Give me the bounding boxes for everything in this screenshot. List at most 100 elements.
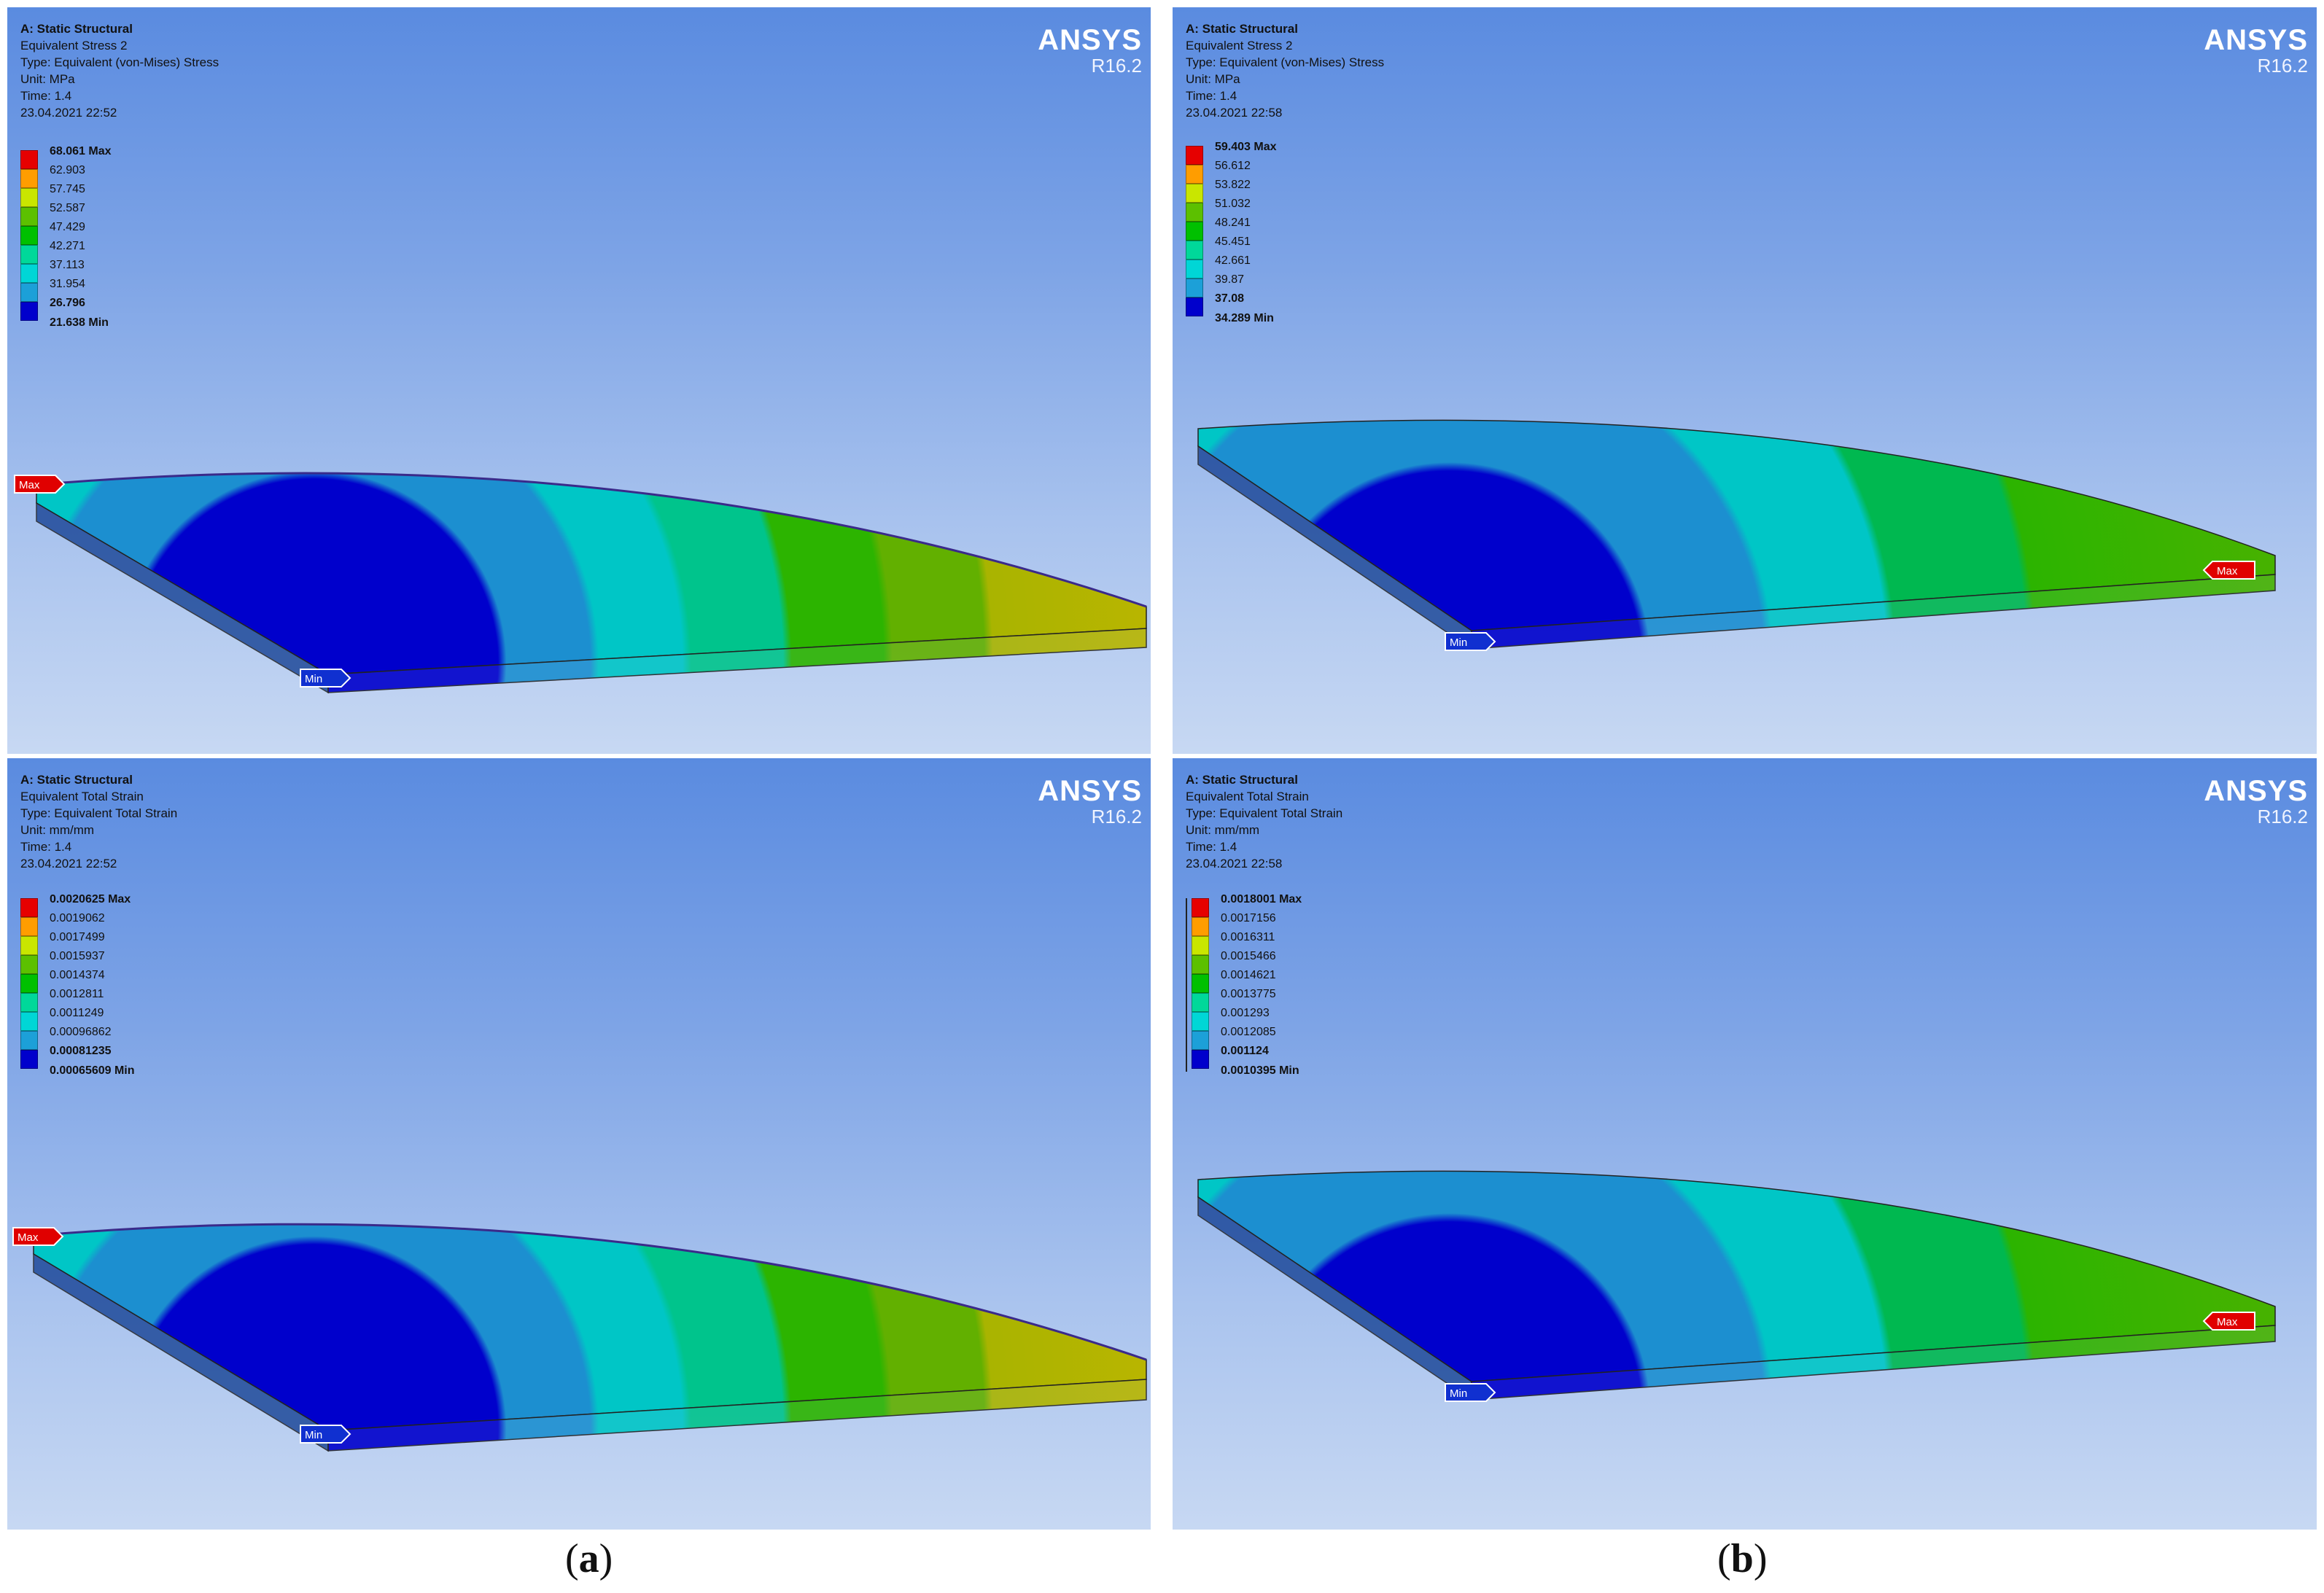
result-viewport-b-strain[interactable]: A: Static Structural Equivalent Total St… [1173, 758, 2317, 1530]
legend-swatch [20, 245, 38, 264]
min-marker[interactable]: Min [299, 668, 365, 690]
legend-swatch [20, 936, 38, 955]
min-marker-label: Min [305, 673, 322, 685]
legend-swatch [20, 1012, 38, 1031]
legend-swatch [20, 207, 38, 226]
legend-swatch [20, 150, 38, 169]
result-name: Equivalent Total Strain [20, 790, 144, 803]
analysis-title: A: Static Structural [1186, 22, 1298, 36]
legend-label: 37.08 [1215, 292, 1245, 305]
max-marker[interactable]: Max [2201, 1311, 2259, 1333]
legend-label: 42.271 [50, 240, 85, 252]
ansys-version: R16.2 [1091, 806, 1142, 827]
legend-label: 42.661 [1215, 254, 1251, 267]
max-marker[interactable]: Max [13, 474, 79, 496]
result-header: A: Static Structural Equivalent Stress 2… [20, 20, 219, 121]
legend-swatch [1186, 165, 1203, 184]
legend-swatch [20, 1050, 38, 1069]
legend-label: 0.0013775 [1221, 988, 1276, 1000]
legend-label: 0.0017499 [50, 931, 105, 943]
legend-label: 0.0014374 [50, 969, 105, 981]
analysis-title: A: Static Structural [1186, 773, 1298, 787]
min-marker-label: Min [1450, 1387, 1467, 1400]
legend-swatch [20, 302, 38, 321]
caption-a: (a) [565, 1536, 613, 1581]
result-header: A: Static Structural Equivalent Stress 2… [1186, 20, 1384, 121]
legend-swatch [1192, 993, 1209, 1012]
legend-label: 31.954 [50, 278, 85, 290]
min-marker[interactable]: Min [1444, 631, 1509, 653]
result-viewport-a-stress[interactable]: A: Static Structural Equivalent Stress 2… [7, 7, 1151, 754]
min-marker-label: Min [305, 1429, 322, 1441]
min-marker[interactable]: Min [299, 1424, 365, 1446]
ansys-brand: ANSYS [1038, 775, 1142, 807]
legend-label: 37.113 [50, 259, 85, 271]
result-unit: Unit: mm/mm [1186, 823, 1260, 837]
legend-max-label: 59.403 Max [1215, 141, 1277, 153]
min-marker-label: Min [1450, 636, 1467, 649]
legend-label: 0.0019062 [50, 912, 105, 924]
legend-swatch [20, 283, 38, 302]
legend-label: 0.00096862 [50, 1026, 112, 1038]
legend-swatch [20, 226, 38, 245]
caption-b: (b) [1717, 1536, 1768, 1581]
legend-swatch [1192, 936, 1209, 955]
legend-label: 51.032 [1215, 198, 1251, 210]
max-marker-label: Max [19, 479, 40, 491]
legend-swatch [1186, 203, 1203, 222]
color-legend[interactable]: 0.0018001 Max 0.0017156 0.0016311 0.0015… [1186, 893, 1302, 1077]
legend-swatch [20, 993, 38, 1012]
max-marker-label: Max [2217, 1316, 2238, 1328]
analysis-title: A: Static Structural [20, 773, 133, 787]
legend-swatch [20, 974, 38, 993]
legend-swatch [1186, 297, 1203, 316]
legend-label: 26.796 [50, 297, 85, 309]
legend-label: 0.00081235 [50, 1045, 112, 1057]
legend-swatch [1192, 955, 1209, 974]
legend-swatch [20, 169, 38, 188]
legend-swatch [20, 264, 38, 283]
legend-max-label: 0.0020625 Max [50, 893, 131, 905]
legend-swatch [1186, 184, 1203, 203]
result-type: Type: Equivalent Total Strain [1186, 806, 1343, 820]
result-viewport-b-stress[interactable]: A: Static Structural Equivalent Stress 2… [1173, 7, 2317, 754]
legend-label: 47.429 [50, 221, 85, 233]
model-plot-b-stress[interactable] [1173, 7, 2317, 754]
result-viewport-a-strain[interactable]: A: Static Structural Equivalent Total St… [7, 758, 1151, 1530]
ansys-logo: ANSYS R16.2 [1038, 776, 1142, 827]
result-date: 23.04.2021 22:58 [1186, 857, 1283, 870]
legend-max-label: 68.061 Max [50, 145, 112, 157]
max-marker-label: Max [18, 1231, 39, 1244]
result-time: Time: 1.4 [20, 840, 72, 854]
ansys-version: R16.2 [2257, 806, 2308, 827]
model-plot-a-stress[interactable] [7, 7, 1151, 754]
result-date: 23.04.2021 22:58 [1186, 106, 1283, 120]
min-marker[interactable]: Min [1444, 1382, 1509, 1404]
legend-label: 57.745 [50, 183, 85, 195]
legend-swatch [20, 1031, 38, 1050]
max-marker[interactable]: Max [12, 1226, 77, 1248]
legend-label: 0.0011249 [50, 1007, 104, 1019]
legend-label: 0.0017156 [1221, 912, 1276, 924]
result-type: Type: Equivalent (von-Mises) Stress [20, 55, 219, 69]
legend-swatch [1192, 1050, 1209, 1069]
ansys-version: R16.2 [2257, 55, 2308, 77]
analysis-title: A: Static Structural [20, 22, 133, 36]
max-marker[interactable]: Max [2201, 560, 2259, 582]
model-plot-a-strain[interactable] [7, 758, 1151, 1530]
legend-label: 48.241 [1215, 217, 1251, 229]
result-time: Time: 1.4 [1186, 89, 1237, 103]
legend-label: 0.0015466 [1221, 950, 1276, 962]
model-plot-b-strain[interactable] [1173, 758, 2317, 1530]
result-header: A: Static Structural Equivalent Total St… [1186, 771, 1342, 872]
result-type: Type: Equivalent Total Strain [20, 806, 178, 820]
caption-b-letter: b [1730, 1536, 1754, 1581]
ansys-version: R16.2 [1091, 55, 1142, 77]
legend-swatch [1186, 279, 1203, 297]
legend-label: 56.612 [1215, 160, 1251, 172]
ansys-logo: ANSYS R16.2 [2204, 776, 2308, 827]
legend-label: 0.0012085 [1221, 1026, 1276, 1038]
legend-swatch [1186, 146, 1203, 165]
result-name: Equivalent Total Strain [1186, 790, 1309, 803]
legend-min-label: 21.638 Min [50, 316, 109, 329]
